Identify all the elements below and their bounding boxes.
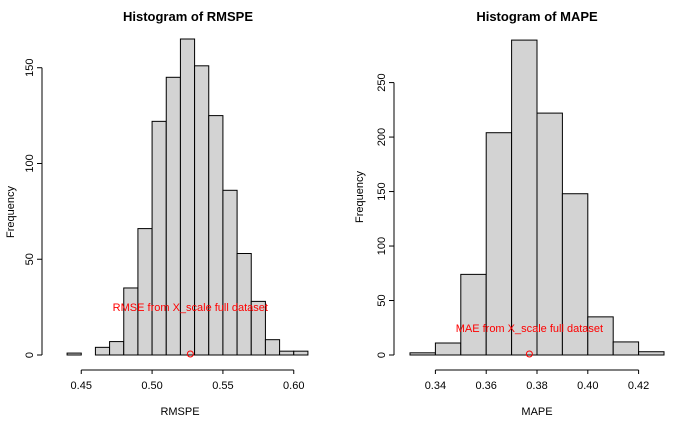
histogram-bar xyxy=(638,351,665,356)
histogram-bar xyxy=(94,346,111,356)
chart-title: Histogram of RMSPE xyxy=(123,9,253,24)
histogram-bar xyxy=(123,287,139,356)
x-tick-label: 0.55 xyxy=(212,380,233,392)
rmspe-histogram-panel: Histogram of RMSPE RMSPE Frequency 0.45 0… xyxy=(5,9,309,418)
y-tick-label: 100 xyxy=(24,154,36,172)
chart-title: Histogram of MAPE xyxy=(476,9,598,24)
histogram-bar xyxy=(250,300,266,356)
histogram-bar xyxy=(485,132,513,356)
x-tick-label: 0.45 xyxy=(71,380,92,392)
bar-group xyxy=(409,39,665,356)
histogram-bar xyxy=(66,352,82,356)
histogram-bar xyxy=(151,120,167,356)
y-tick-label: 200 xyxy=(376,128,388,146)
x-axis: 0.45 0.50 0.55 0.60 xyxy=(71,369,304,392)
histogram-bar xyxy=(612,341,640,356)
histogram-bar xyxy=(460,273,487,356)
annotation: MAE from X_scale full dataset xyxy=(456,323,603,358)
y-tick-label: 0 xyxy=(376,352,388,358)
annotation: RMSE from X_scale full dataset xyxy=(113,302,268,358)
y-tick-label: 50 xyxy=(376,294,388,306)
annotation-text: RMSE from X_scale full dataset xyxy=(113,302,268,314)
histogram-bar xyxy=(208,115,224,356)
x-tick-label: 0.36 xyxy=(475,380,496,392)
histogram-bar xyxy=(434,342,462,356)
x-axis-label: MAPE xyxy=(521,406,552,418)
histogram-bar xyxy=(293,350,309,356)
x-tick-label: 0.50 xyxy=(141,380,162,392)
histogram-bar xyxy=(222,189,238,356)
histogram-bar xyxy=(561,193,589,356)
x-tick-label: 0.38 xyxy=(526,380,547,392)
x-tick-label: 0.42 xyxy=(628,380,649,392)
y-tick-label: 50 xyxy=(24,253,36,265)
y-tick-label: 150 xyxy=(24,59,36,77)
y-tick-label: 150 xyxy=(376,182,388,200)
histogram-bar xyxy=(264,339,281,356)
x-tick-label: 0.40 xyxy=(577,380,598,392)
y-axis-label: Frequency xyxy=(5,186,17,238)
histogram-bar xyxy=(279,350,295,356)
y-tick-label: 0 xyxy=(24,352,36,358)
histogram-bar xyxy=(536,112,563,356)
histogram-bar xyxy=(409,352,436,356)
y-axis-label: Frequency xyxy=(354,171,366,223)
mape-histogram-panel: Histogram of MAPE MAPE Frequency 0.34 0.3… xyxy=(354,9,665,418)
histogram-bar xyxy=(511,39,538,356)
x-axis-label: RMSPE xyxy=(160,406,199,418)
bar-group xyxy=(66,38,309,356)
histogram-bar xyxy=(109,341,125,356)
y-tick-label: 250 xyxy=(376,73,388,91)
histogram-bar xyxy=(587,316,614,356)
x-tick-label: 0.34 xyxy=(425,380,446,392)
annotation-point xyxy=(525,350,533,358)
x-tick-label: 0.60 xyxy=(283,380,304,392)
annotation-point xyxy=(186,350,194,358)
y-axis: 0 50 100 150 200 250 xyxy=(376,73,395,358)
y-axis: 0 50 100 150 xyxy=(24,59,43,358)
x-axis: 0.34 0.36 0.38 0.40 0.42 xyxy=(425,369,649,392)
histogram-bar xyxy=(137,228,153,356)
y-tick-label: 100 xyxy=(376,237,388,255)
annotation-text: MAE from X_scale full dataset xyxy=(456,323,603,335)
